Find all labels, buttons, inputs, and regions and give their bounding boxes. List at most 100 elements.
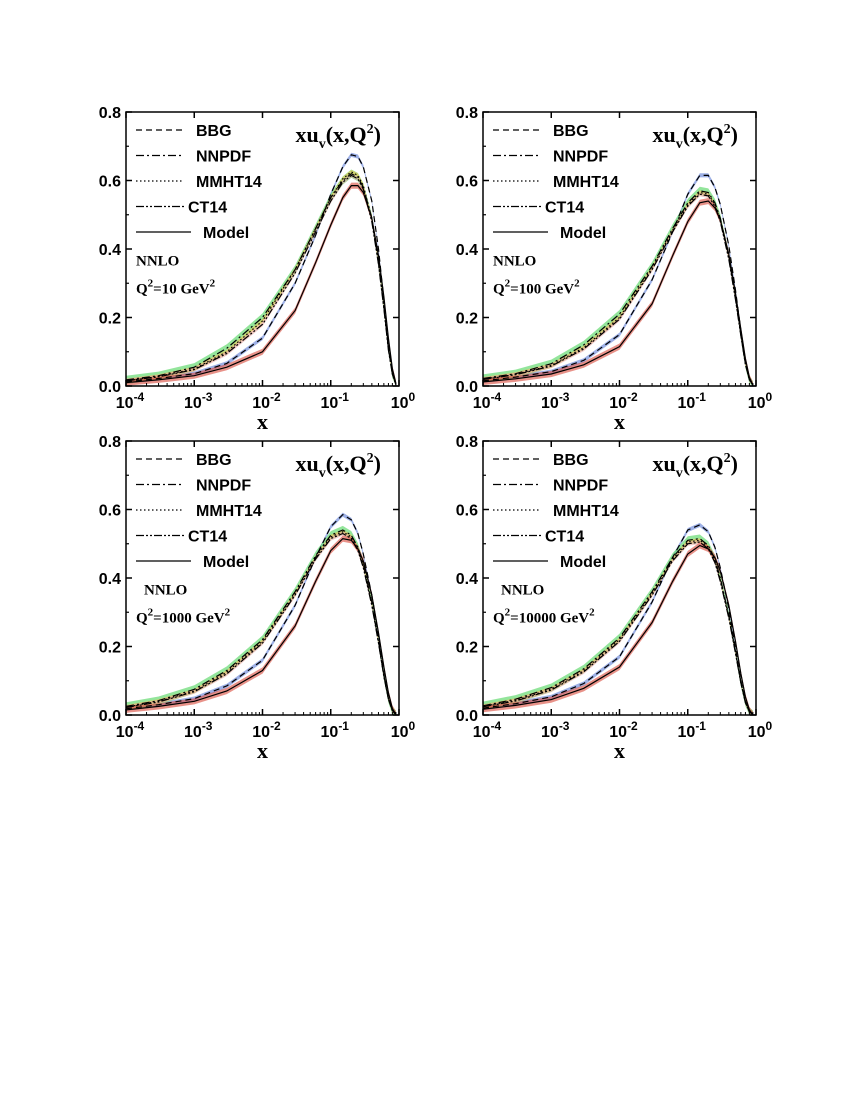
x-tick-label: 10-3 — [184, 719, 213, 741]
series-line-model — [125, 537, 397, 715]
x-tick-label: 10-2 — [609, 390, 638, 412]
series-line-bbg — [125, 513, 397, 716]
panel-title: xuv(x,Q2) — [295, 122, 381, 152]
band-model — [483, 542, 753, 715]
chart-panel-1: 0.0 0.2 0.4 0.6 0.8 10-4 10-3 10-2 10-1 100 x xuv(x… — [99, 105, 416, 434]
y-tick-label: 0.2 — [99, 640, 121, 657]
series-line-nnpdf — [482, 537, 754, 716]
legend-label-nnpdf: NNPDF — [196, 478, 251, 495]
legend-label-nnpdf: NNPDF — [553, 149, 608, 166]
x-tick-label: 100 — [391, 719, 416, 741]
x-tick-label: 10-2 — [252, 719, 281, 741]
y-tick-label: 0.6 — [456, 503, 478, 520]
legend-label-mmht14: MMHT14 — [553, 503, 619, 520]
series-line-ct14 — [125, 532, 397, 716]
legend-label-model: Model — [560, 225, 606, 242]
series-line-nnpdf — [482, 190, 754, 386]
series-line-ct14 — [482, 541, 754, 716]
x-tick-label: 100 — [748, 390, 773, 412]
legend-label-model: Model — [560, 554, 606, 571]
legend-label-model: Model — [203, 554, 249, 571]
legend-label-ct14: CT14 — [545, 529, 584, 546]
panel-title: xuv(x,Q2) — [295, 451, 381, 481]
legend-label-bbg: BBG — [196, 123, 232, 140]
annotation-scale: Q2=1000 GeV2 — [136, 607, 231, 627]
x-tick-label: 100 — [748, 719, 773, 741]
band-ct14 — [483, 540, 753, 715]
x-axis-label: x — [257, 738, 268, 763]
legend-label-bbg: BBG — [553, 123, 589, 140]
y-tick-label: 0.4 — [456, 571, 478, 588]
y-tick-label: 0.8 — [456, 434, 478, 451]
legend-label-bbg: BBG — [196, 452, 232, 469]
y-tick-label: 0.0 — [99, 708, 121, 725]
x-axis-label: x — [614, 738, 625, 763]
x-tick-label: 10-4 — [116, 390, 145, 412]
annotation-order: NNLO — [493, 254, 536, 270]
series-line-bbg — [482, 174, 754, 386]
x-tick-label: 100 — [391, 390, 416, 412]
legend-label-nnpdf: NNPDF — [553, 478, 608, 495]
y-tick-label: 0.2 — [456, 311, 478, 328]
y-tick-label: 0.2 — [99, 311, 121, 328]
legend-label-mmht14: MMHT14 — [553, 174, 619, 191]
y-tick-label: 0.8 — [99, 105, 121, 122]
chart-panel-2: 0.0 0.2 0.4 0.6 0.8 10-4 10-3 10-2 10-1 100 x xuv(x… — [456, 105, 773, 434]
series-line-model — [482, 544, 754, 716]
x-tick-label: 10-1 — [321, 719, 350, 741]
x-tick-label: 10-3 — [184, 390, 213, 412]
band-model — [126, 182, 396, 386]
plot-frame — [125, 440, 400, 716]
x-axis-label: x — [257, 409, 268, 434]
legend-label-mmht14: MMHT14 — [196, 503, 262, 520]
legend-label-mmht14: MMHT14 — [196, 174, 262, 191]
annotation-scale: Q2=100 GeV2 — [493, 278, 580, 298]
y-tick-label: 0.0 — [456, 379, 478, 396]
y-tick-label: 0.8 — [99, 434, 121, 451]
x-tick-label: 10-1 — [678, 390, 707, 412]
annotation-order: NNLO — [501, 583, 544, 599]
y-tick-label: 0.6 — [99, 503, 121, 520]
x-tick-label: 10-2 — [252, 390, 281, 412]
y-tick-label: 0.2 — [456, 640, 478, 657]
chart-panel-4: 0.0 0.2 0.4 0.6 0.8 10-4 10-3 10-2 10-1 100 x xuv(x… — [456, 434, 773, 763]
x-tick-label: 10-4 — [473, 390, 502, 412]
plot-frame — [125, 111, 400, 387]
panel-title: xuv(x,Q2) — [652, 122, 738, 152]
x-tick-label: 10-4 — [473, 719, 502, 741]
y-tick-label: 0.0 — [456, 708, 478, 725]
y-tick-label: 0.4 — [456, 242, 478, 259]
series-line-model — [482, 200, 754, 386]
series-line-mmht14 — [482, 539, 754, 716]
legend-label-ct14: CT14 — [545, 200, 584, 217]
annotation-scale: Q2=10000 GeV2 — [493, 607, 595, 627]
band-mmht14 — [483, 538, 753, 715]
plot-frame — [482, 440, 757, 716]
x-tick-label: 10-1 — [321, 390, 350, 412]
annotation-order: NNLO — [144, 583, 187, 599]
series-line-nnpdf — [125, 172, 397, 385]
y-tick-label: 0.0 — [99, 379, 121, 396]
annotation-scale: Q2=10 GeV2 — [136, 278, 216, 298]
x-axis-label: x — [614, 409, 625, 434]
legend-label-nnpdf: NNPDF — [196, 149, 251, 166]
x-tick-label: 10-4 — [116, 719, 145, 741]
series-line-model — [125, 185, 397, 384]
legend-label-bbg: BBG — [553, 452, 589, 469]
legend-label-ct14: CT14 — [188, 529, 227, 546]
x-tick-label: 10-1 — [678, 719, 707, 741]
x-tick-label: 10-2 — [609, 719, 638, 741]
y-tick-label: 0.4 — [99, 571, 121, 588]
chart-panel-3: 0.0 0.2 0.4 0.6 0.8 10-4 10-3 10-2 10-1 100 x xuv(x… — [99, 434, 416, 763]
series-line-mmht14 — [482, 191, 754, 386]
band-nnpdf — [483, 534, 753, 715]
annotation-order: NNLO — [136, 254, 179, 270]
panel-title: xuv(x,Q2) — [652, 451, 738, 481]
x-tick-label: 10-3 — [541, 390, 570, 412]
y-tick-label: 0.8 — [456, 105, 478, 122]
series-line-ct14 — [482, 193, 754, 386]
y-tick-label: 0.4 — [99, 242, 121, 259]
y-tick-label: 0.6 — [456, 174, 478, 191]
legend-label-ct14: CT14 — [188, 200, 227, 217]
